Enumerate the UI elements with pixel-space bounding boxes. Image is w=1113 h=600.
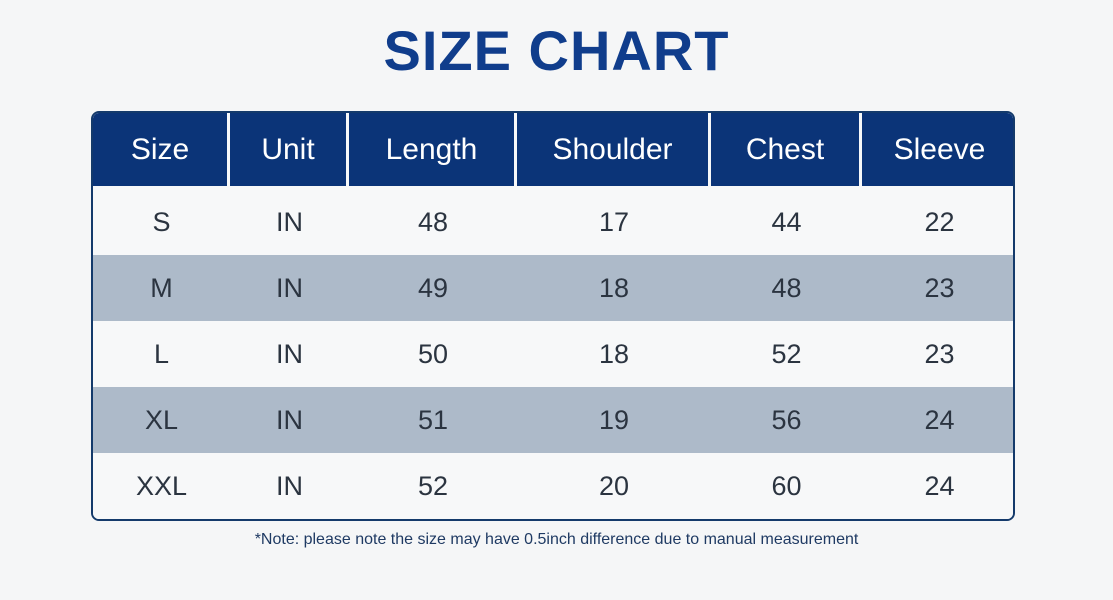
column-header-chest: Chest bbox=[711, 113, 862, 189]
cell-shoulder: 19 bbox=[598, 404, 630, 435]
size-chart-table: Size Unit Length Shoulder Chest Sleeve S… bbox=[93, 113, 1013, 519]
cell-shoulder: 17 bbox=[598, 206, 630, 237]
table-header-row: Size Unit Length Shoulder Chest Sleeve bbox=[93, 113, 1013, 189]
cell-shoulder: 18 bbox=[598, 338, 630, 369]
table-row: M IN 49 18 48 23 bbox=[93, 255, 1013, 321]
cell-size: M bbox=[150, 272, 173, 303]
cell-sleeve: 24 bbox=[924, 470, 955, 501]
cell-length: 52 bbox=[417, 470, 449, 501]
cell-sleeve: 23 bbox=[924, 272, 955, 303]
cell-unit: IN bbox=[276, 206, 303, 237]
column-header-sleeve: Sleeve bbox=[862, 113, 1013, 189]
column-header-length: Length bbox=[349, 113, 517, 189]
cell-unit: IN bbox=[276, 404, 303, 435]
cell-unit: IN bbox=[276, 272, 303, 303]
column-header-size: Size bbox=[93, 113, 230, 189]
table-row: L IN 50 18 52 23 bbox=[93, 321, 1013, 387]
table-row: XXL IN 52 20 60 24 bbox=[93, 453, 1013, 519]
cell-size: XL bbox=[144, 404, 179, 435]
table-row: XL IN 51 19 56 24 bbox=[93, 387, 1013, 453]
measurement-note: *Note: please note the size may have 0.5… bbox=[254, 531, 859, 548]
cell-chest: 52 bbox=[771, 338, 802, 369]
table-row: S IN 48 17 44 22 bbox=[93, 189, 1013, 255]
cell-chest: 48 bbox=[771, 272, 802, 303]
column-header-unit: Unit bbox=[230, 113, 349, 189]
cell-length: 48 bbox=[417, 206, 449, 237]
cell-length: 49 bbox=[417, 272, 449, 303]
cell-size: L bbox=[153, 338, 170, 369]
cell-length: 50 bbox=[417, 338, 449, 369]
column-header-shoulder: Shoulder bbox=[517, 113, 711, 189]
cell-unit: IN bbox=[276, 470, 303, 501]
cell-chest: 56 bbox=[771, 404, 802, 435]
cell-chest: 44 bbox=[771, 206, 802, 237]
cell-sleeve: 23 bbox=[924, 338, 955, 369]
cell-sleeve: 24 bbox=[924, 404, 955, 435]
table-body: S IN 48 17 44 22 M IN 49 18 48 23 L bbox=[93, 189, 1013, 519]
size-chart-table-container: Size Unit Length Shoulder Chest Sleeve S… bbox=[91, 111, 1015, 521]
cell-size: XXL bbox=[135, 470, 188, 501]
cell-shoulder: 18 bbox=[598, 272, 630, 303]
cell-shoulder: 20 bbox=[598, 470, 630, 501]
cell-chest: 60 bbox=[771, 470, 802, 501]
page-title: SIZE CHART bbox=[383, 19, 730, 82]
cell-unit: IN bbox=[276, 338, 303, 369]
table-header: Size Unit Length Shoulder Chest Sleeve bbox=[93, 113, 1013, 189]
cell-size: S bbox=[152, 206, 171, 237]
cell-length: 51 bbox=[417, 404, 449, 435]
cell-sleeve: 22 bbox=[924, 206, 955, 237]
